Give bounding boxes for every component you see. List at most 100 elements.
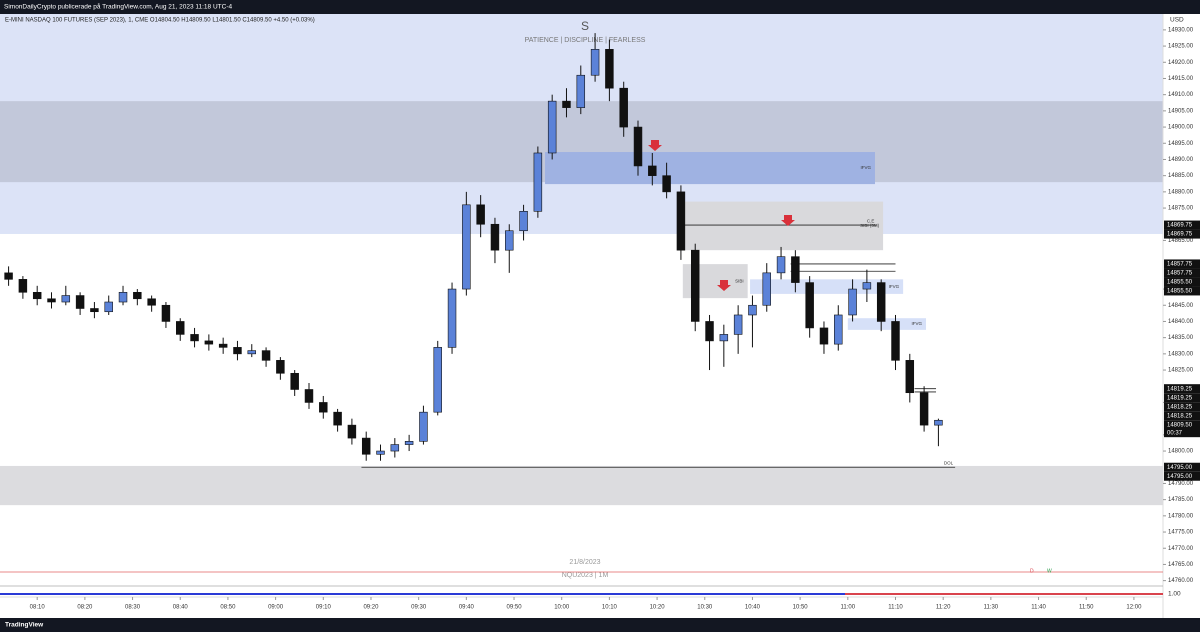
price-label: 14818.25 bbox=[1167, 413, 1193, 419]
zone bbox=[545, 152, 875, 185]
candle-body bbox=[61, 295, 71, 303]
zone bbox=[679, 201, 884, 251]
arrow bbox=[781, 215, 795, 226]
y-tick-label: 14840.00 bbox=[1168, 319, 1194, 325]
price-label-box bbox=[1164, 402, 1200, 412]
x-tick-label: 10:50 bbox=[793, 605, 809, 611]
x-tick-label: 08:20 bbox=[77, 605, 93, 611]
x-tick-label: 09:50 bbox=[507, 605, 523, 611]
y-tick-label: 14765.00 bbox=[1168, 562, 1194, 568]
level-label: DOL bbox=[944, 460, 954, 465]
price-label: 14855.50 bbox=[1167, 280, 1193, 286]
candle-body bbox=[433, 347, 442, 413]
zones: IFVG SIBI (5M) SIBI IFVG IFVG C.E DOL bbox=[0, 14, 1163, 506]
x-tick-label: 10:10 bbox=[602, 605, 618, 611]
candle-body bbox=[276, 360, 285, 374]
session-date: 21/8/2023 bbox=[569, 559, 600, 566]
price-label-box bbox=[1164, 229, 1200, 239]
candle-body bbox=[333, 411, 342, 426]
candle-body bbox=[705, 321, 714, 342]
candle-body bbox=[662, 175, 671, 193]
x-tick-label: 10:30 bbox=[697, 605, 713, 611]
candle-body bbox=[719, 334, 729, 342]
price-label-box bbox=[1164, 286, 1200, 296]
currency: USD bbox=[1170, 17, 1184, 24]
y-tick-label: 14785.00 bbox=[1168, 497, 1194, 503]
price-label-box bbox=[1164, 420, 1200, 438]
candle-body bbox=[290, 372, 299, 390]
x-tick-label: 11:50 bbox=[1079, 605, 1094, 611]
candle-body bbox=[547, 100, 557, 154]
candle-body bbox=[762, 272, 771, 306]
y-tick-label: 14845.00 bbox=[1168, 303, 1194, 309]
candle-body bbox=[75, 295, 85, 309]
y-tick-label: 14865.00 bbox=[1168, 238, 1194, 244]
x-tick-label: 08:40 bbox=[173, 605, 189, 611]
candle-body bbox=[319, 402, 328, 413]
candle-body bbox=[18, 279, 28, 293]
y-tick-label: 14790.00 bbox=[1168, 481, 1194, 487]
candle-body bbox=[834, 314, 843, 345]
price-label-box bbox=[1164, 268, 1200, 278]
y-tick-label: 14895.00 bbox=[1168, 141, 1194, 147]
price-label-box bbox=[1164, 471, 1200, 481]
top-bar-text: SimonDailyCrypto publicerade på TradingV… bbox=[4, 3, 232, 11]
x-tick-label: 09:30 bbox=[411, 605, 427, 611]
top-bar bbox=[0, 0, 1200, 14]
candle-body bbox=[247, 350, 257, 355]
y-tick-label: 14890.00 bbox=[1168, 157, 1194, 163]
x-tick-label: 08:50 bbox=[220, 605, 236, 611]
candle-body bbox=[47, 298, 56, 303]
candle-body bbox=[891, 321, 900, 361]
y-tick-label: 14830.00 bbox=[1168, 351, 1194, 357]
x-tick-label: 08:30 bbox=[125, 605, 141, 611]
y-tick-label: 14930.00 bbox=[1168, 27, 1194, 33]
candle-body bbox=[361, 437, 371, 455]
price-label: 14809.50 bbox=[1167, 422, 1193, 428]
y-tick-label: 14915.00 bbox=[1168, 76, 1194, 82]
candle-body bbox=[404, 441, 414, 445]
candle-body bbox=[562, 100, 571, 108]
y-tick-label: 14835.00 bbox=[1168, 335, 1194, 341]
price-label: 14855.50 bbox=[1167, 289, 1193, 295]
candle-body bbox=[133, 291, 142, 300]
candle-body bbox=[176, 321, 185, 335]
y-tick-label: 14780.00 bbox=[1168, 513, 1194, 519]
candle-body bbox=[304, 389, 314, 403]
candle-body bbox=[791, 256, 800, 283]
x-tick-label: 09:20 bbox=[363, 605, 379, 611]
candle-body bbox=[233, 347, 242, 355]
candle-body bbox=[648, 165, 657, 176]
candle-body bbox=[347, 424, 357, 439]
x-tick-label: 10:00 bbox=[554, 605, 570, 611]
candle-body bbox=[690, 249, 700, 322]
candle-body bbox=[819, 327, 829, 345]
candle-body bbox=[204, 340, 214, 345]
x-tick-label: 11:40 bbox=[1031, 605, 1046, 611]
bottom-bar bbox=[0, 618, 1200, 632]
price-label-box bbox=[1164, 462, 1200, 472]
price-label: 14869.75 bbox=[1167, 232, 1193, 238]
x-tick-label: 10:40 bbox=[745, 605, 761, 611]
price-countdown: 00:37 bbox=[1167, 430, 1183, 436]
x-tick-label: 09:00 bbox=[268, 605, 284, 611]
candle-body bbox=[748, 304, 757, 316]
y-tick-label: 14875.00 bbox=[1168, 206, 1194, 212]
arrows bbox=[648, 140, 795, 291]
zone bbox=[847, 318, 927, 330]
zone-label: IFVG bbox=[889, 284, 900, 289]
session-symbol: NQU2023 | 1M bbox=[562, 572, 609, 579]
candle-body bbox=[733, 314, 743, 335]
x-tick-label: 11:10 bbox=[888, 605, 903, 611]
chart-title: E-MINI NASDAQ 100 FUTURES (SEP 2023), 1,… bbox=[5, 18, 315, 24]
y-tick-label: 14920.00 bbox=[1168, 60, 1194, 66]
price-label-box bbox=[1164, 259, 1200, 269]
watermark: S bbox=[581, 19, 589, 33]
y-tick-label: 14800.00 bbox=[1168, 449, 1194, 455]
price-label-box bbox=[1164, 220, 1200, 230]
x-tick-label: 09:40 bbox=[459, 605, 475, 611]
candle-body bbox=[447, 288, 457, 348]
candle-body bbox=[190, 334, 199, 342]
candles bbox=[4, 33, 943, 461]
